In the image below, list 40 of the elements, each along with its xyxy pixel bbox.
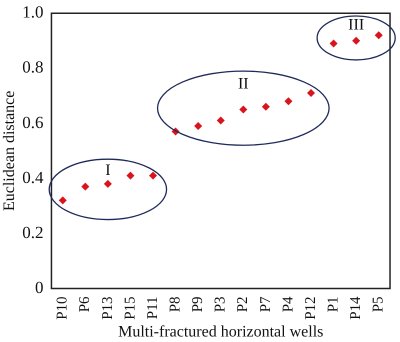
point — [126, 172, 134, 180]
x-tick-label: P11 — [144, 296, 161, 320]
point — [216, 116, 225, 125]
point — [262, 102, 270, 111]
point — [104, 180, 112, 188]
point — [374, 31, 383, 40]
point — [81, 182, 90, 191]
x-tick-label: P6 — [77, 296, 94, 312]
x-tick-label: P14 — [348, 296, 364, 320]
y-tick-label: 1.0 — [22, 2, 44, 22]
y-tick-label: 0.2 — [22, 222, 44, 242]
x-tick-label: P5 — [370, 296, 387, 312]
point — [239, 106, 248, 114]
annotation: III — [348, 16, 364, 34]
point — [149, 172, 158, 180]
point — [58, 196, 67, 204]
y-tick-label: 0.6 — [22, 112, 44, 132]
point — [330, 39, 338, 48]
point — [194, 122, 202, 130]
y-axis-title: Euclidean distance — [0, 90, 18, 212]
point — [284, 97, 292, 106]
y-tick-label: 0 — [34, 278, 44, 297]
x-tick-label: P10 — [54, 296, 71, 320]
x-tick-label: P4 — [280, 296, 296, 312]
x-tick-label: P8 — [168, 296, 184, 312]
annotation: I — [105, 162, 111, 179]
x-tick-label: P12 — [302, 296, 319, 320]
x-tick-label: P2 — [235, 296, 252, 312]
x-tick-label: P3 — [212, 296, 229, 312]
x-tick-label: P1 — [326, 296, 342, 312]
point — [352, 36, 360, 45]
x-tick-label: P7 — [258, 296, 274, 312]
y-tick-label: 0.8 — [22, 58, 44, 77]
annotation: II — [238, 75, 249, 92]
point — [307, 89, 316, 98]
x-tick-label: P13 — [100, 296, 116, 320]
x-axis-title: Multi-fractured horizontal wells — [118, 324, 324, 341]
y-tick-label: 0.4 — [22, 168, 44, 187]
x-tick-label: P9 — [190, 296, 206, 312]
x-tick-label: P15 — [122, 296, 138, 320]
